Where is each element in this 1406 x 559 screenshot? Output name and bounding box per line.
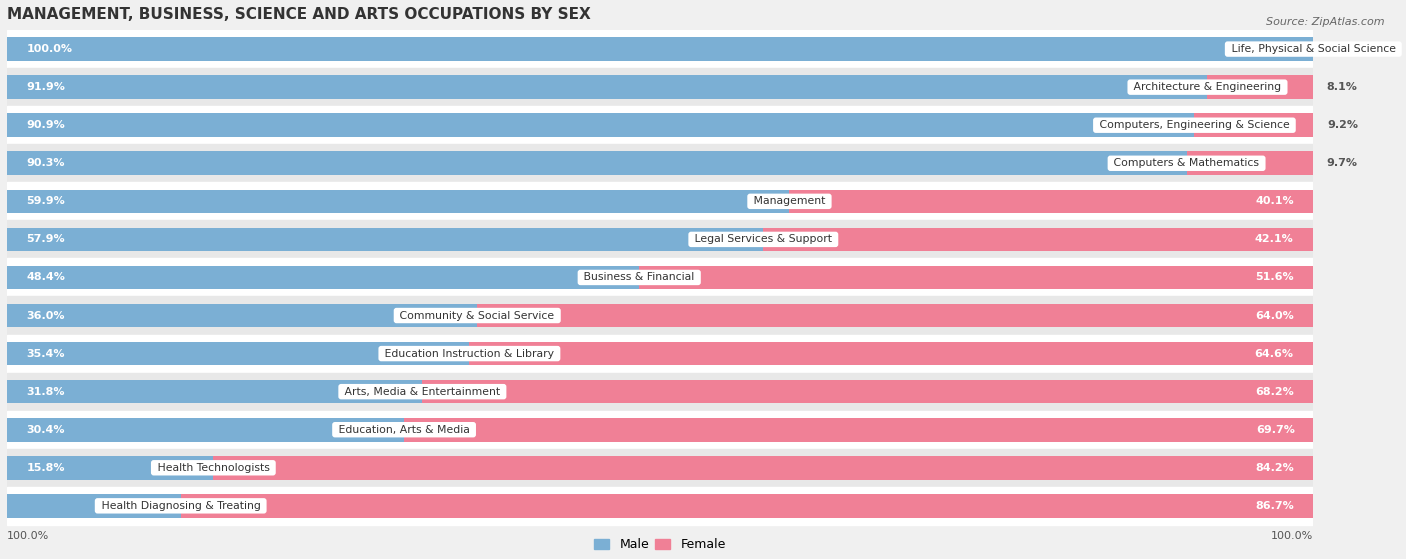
Bar <box>7 113 1195 137</box>
Text: 100.0%: 100.0% <box>27 44 73 54</box>
Bar <box>1187 151 1313 175</box>
Bar <box>1208 75 1313 99</box>
Text: 40.1%: 40.1% <box>1256 196 1294 206</box>
Bar <box>7 418 404 442</box>
Text: Source: ZipAtlas.com: Source: ZipAtlas.com <box>1267 17 1385 27</box>
Text: Community & Social Service: Community & Social Service <box>396 310 558 320</box>
Bar <box>7 334 1313 373</box>
Text: 69.7%: 69.7% <box>1256 425 1295 435</box>
Bar <box>7 151 1187 175</box>
Text: Education Instruction & Library: Education Instruction & Library <box>381 349 558 358</box>
Text: Health Technologists: Health Technologists <box>153 463 273 473</box>
Bar <box>7 456 214 480</box>
Text: 90.3%: 90.3% <box>27 158 65 168</box>
Bar <box>7 342 470 366</box>
Bar <box>7 37 1313 61</box>
Bar <box>7 220 1313 258</box>
Bar <box>7 380 422 404</box>
Bar <box>470 342 1313 366</box>
Bar <box>789 190 1313 213</box>
Text: Architecture & Engineering: Architecture & Engineering <box>1130 82 1285 92</box>
Bar <box>477 304 1313 328</box>
Text: 13.3%: 13.3% <box>129 501 167 511</box>
Text: 68.2%: 68.2% <box>1256 387 1294 397</box>
Bar <box>7 144 1313 182</box>
Bar <box>1195 113 1315 137</box>
Text: 59.9%: 59.9% <box>27 196 65 206</box>
Bar <box>7 106 1313 144</box>
Text: Legal Services & Support: Legal Services & Support <box>692 234 835 244</box>
Text: Life, Physical & Social Science: Life, Physical & Social Science <box>1227 44 1399 54</box>
Text: 84.2%: 84.2% <box>1256 463 1294 473</box>
Bar <box>7 449 1313 487</box>
Text: 15.8%: 15.8% <box>27 463 65 473</box>
Bar <box>7 75 1208 99</box>
Bar <box>7 190 789 213</box>
Bar <box>7 30 1313 68</box>
Bar <box>7 182 1313 220</box>
Text: Arts, Media & Entertainment: Arts, Media & Entertainment <box>342 387 503 397</box>
Text: 64.6%: 64.6% <box>1254 349 1294 358</box>
Text: 36.0%: 36.0% <box>27 310 65 320</box>
Text: Computers, Engineering & Science: Computers, Engineering & Science <box>1095 120 1294 130</box>
Text: 86.7%: 86.7% <box>1256 501 1294 511</box>
Text: Education, Arts & Media: Education, Arts & Media <box>335 425 474 435</box>
Text: 35.4%: 35.4% <box>27 349 65 358</box>
Text: 100.0%: 100.0% <box>1271 530 1313 541</box>
Bar <box>7 487 1313 525</box>
Text: Health Diagnosing & Treating: Health Diagnosing & Treating <box>97 501 264 511</box>
Text: 100.0%: 100.0% <box>7 530 49 541</box>
Bar <box>422 380 1313 404</box>
Text: 30.4%: 30.4% <box>27 425 65 435</box>
Text: Business & Financial: Business & Financial <box>581 272 699 282</box>
Bar <box>7 304 477 328</box>
Bar <box>214 456 1313 480</box>
Bar <box>181 494 1313 518</box>
Legend: Male, Female: Male, Female <box>589 533 731 556</box>
Text: Management: Management <box>749 196 830 206</box>
Bar <box>7 494 181 518</box>
Text: 9.7%: 9.7% <box>1326 158 1357 168</box>
Text: 51.6%: 51.6% <box>1256 272 1294 282</box>
Bar <box>640 266 1313 289</box>
Bar <box>7 228 763 251</box>
Bar <box>7 296 1313 334</box>
Bar <box>7 373 1313 411</box>
Text: 64.0%: 64.0% <box>1256 310 1294 320</box>
Text: 48.4%: 48.4% <box>27 272 66 282</box>
Text: Computers & Mathematics: Computers & Mathematics <box>1111 158 1263 168</box>
Bar <box>7 68 1313 106</box>
Bar <box>7 258 1313 296</box>
Bar <box>763 228 1313 251</box>
Bar <box>7 411 1313 449</box>
Text: 57.9%: 57.9% <box>27 234 65 244</box>
Text: 90.9%: 90.9% <box>27 120 65 130</box>
Bar <box>7 266 640 289</box>
Text: 8.1%: 8.1% <box>1326 82 1357 92</box>
Text: 91.9%: 91.9% <box>27 82 66 92</box>
Text: 9.2%: 9.2% <box>1327 120 1358 130</box>
Text: MANAGEMENT, BUSINESS, SCIENCE AND ARTS OCCUPATIONS BY SEX: MANAGEMENT, BUSINESS, SCIENCE AND ARTS O… <box>7 7 591 22</box>
Text: 42.1%: 42.1% <box>1256 234 1294 244</box>
Text: 31.8%: 31.8% <box>27 387 65 397</box>
Bar <box>404 418 1315 442</box>
